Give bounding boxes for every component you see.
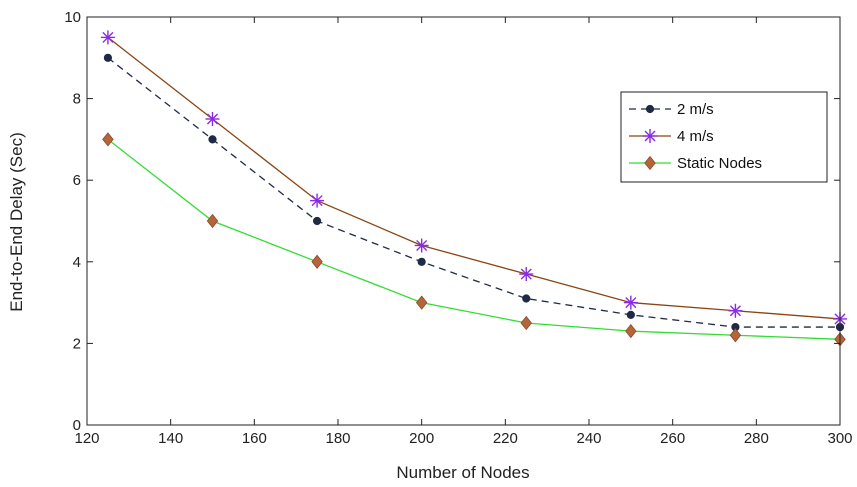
series-1-point-1-stroke-3	[206, 113, 219, 125]
series-2-point-4	[520, 315, 532, 331]
series-1-point-4	[519, 267, 534, 282]
x-axis-title: Number of Nodes	[396, 463, 529, 482]
legend-swatch-marker-1	[643, 129, 657, 143]
legend-swatch-marker-0	[645, 104, 655, 114]
axes-box	[86, 16, 841, 426]
y-tick-label-3: 6	[73, 172, 81, 189]
y-tick-label-1: 2	[73, 335, 81, 352]
x-tick-label-7: 260	[660, 430, 685, 447]
x-tick-label-4: 200	[409, 430, 434, 447]
x-tick-label-0: 120	[74, 430, 99, 447]
series-1-point-2	[310, 193, 325, 208]
x-tick-label-6: 240	[576, 430, 601, 447]
series-1-point-3	[414, 238, 429, 253]
series-2-point-5	[625, 324, 637, 339]
x-tick-label-1: 140	[158, 430, 183, 447]
series-2-point-3	[415, 295, 428, 310]
series-0-point-4	[522, 294, 531, 303]
legend-label-2: Static Nodes	[677, 155, 762, 172]
legend-box	[620, 91, 828, 183]
series-1-point-0-stroke-3	[102, 31, 114, 43]
legend-label-1: 4 m/s	[677, 128, 714, 145]
series-0-point-1	[208, 135, 217, 144]
legend-swatch-marker-2	[644, 155, 656, 171]
series-2-point-1	[206, 213, 219, 229]
x-tick-label-9: 300	[827, 430, 852, 447]
y-tick-label-2: 4	[73, 254, 81, 271]
axes-layer	[86, 16, 841, 426]
series-1	[100, 30, 847, 326]
x-tick-label-8: 280	[744, 430, 769, 447]
series-1-point-4-stroke-3	[520, 268, 532, 280]
series-1-point-3-stroke-3	[416, 239, 428, 252]
x-tick-label-3: 180	[325, 430, 350, 447]
series-0-point-5	[626, 310, 635, 319]
x-tick-label-2: 160	[242, 430, 267, 447]
legend-item-2: Static Nodes	[629, 155, 762, 172]
plot-background	[87, 17, 840, 425]
y-tick-label-5: 10	[64, 9, 81, 26]
series-line-2	[107, 138, 841, 340]
series-line-0	[107, 57, 840, 328]
series-1-point-6	[728, 303, 743, 318]
series-1-point-0	[100, 30, 115, 45]
series-0-point-2	[312, 216, 322, 226]
legend-item-0: 2 m/s	[629, 101, 714, 118]
series-2-point-0	[102, 132, 114, 147]
series-0-point-0	[103, 53, 113, 62]
y-axis-title: End-to-End Delay (Sec)	[7, 132, 26, 312]
series-1-point-2-stroke-3	[311, 195, 323, 207]
series-0-point-3	[417, 257, 426, 266]
series-1-point-5-stroke-3	[625, 297, 637, 309]
legend-swatch-marker-1-stroke-3	[644, 130, 656, 142]
series-2-point-2	[311, 254, 323, 269]
y-tick-label-4: 8	[73, 91, 81, 108]
legend-item-1: 4 m/s	[629, 128, 714, 145]
series-layer	[100, 30, 847, 347]
legend: 2 m/s 4 m/s Static Nodes	[620, 91, 828, 183]
y-tick-label-0: 0	[73, 417, 81, 434]
ticks-layer: 120 140 160 180 200 220 240 260 280 300 0 2 4 6 8 10	[64, 9, 852, 447]
plot-area	[87, 17, 840, 425]
series-1-point-6-stroke-3	[729, 305, 741, 317]
series-line-1	[107, 36, 841, 320]
series-1-point-1	[205, 112, 220, 126]
series-2-point-6	[729, 328, 742, 343]
series-2	[102, 132, 846, 347]
x-tick-label-5: 220	[493, 430, 518, 447]
series-1-point-5	[623, 295, 638, 310]
legend-label-0: 2 m/s	[677, 101, 714, 118]
